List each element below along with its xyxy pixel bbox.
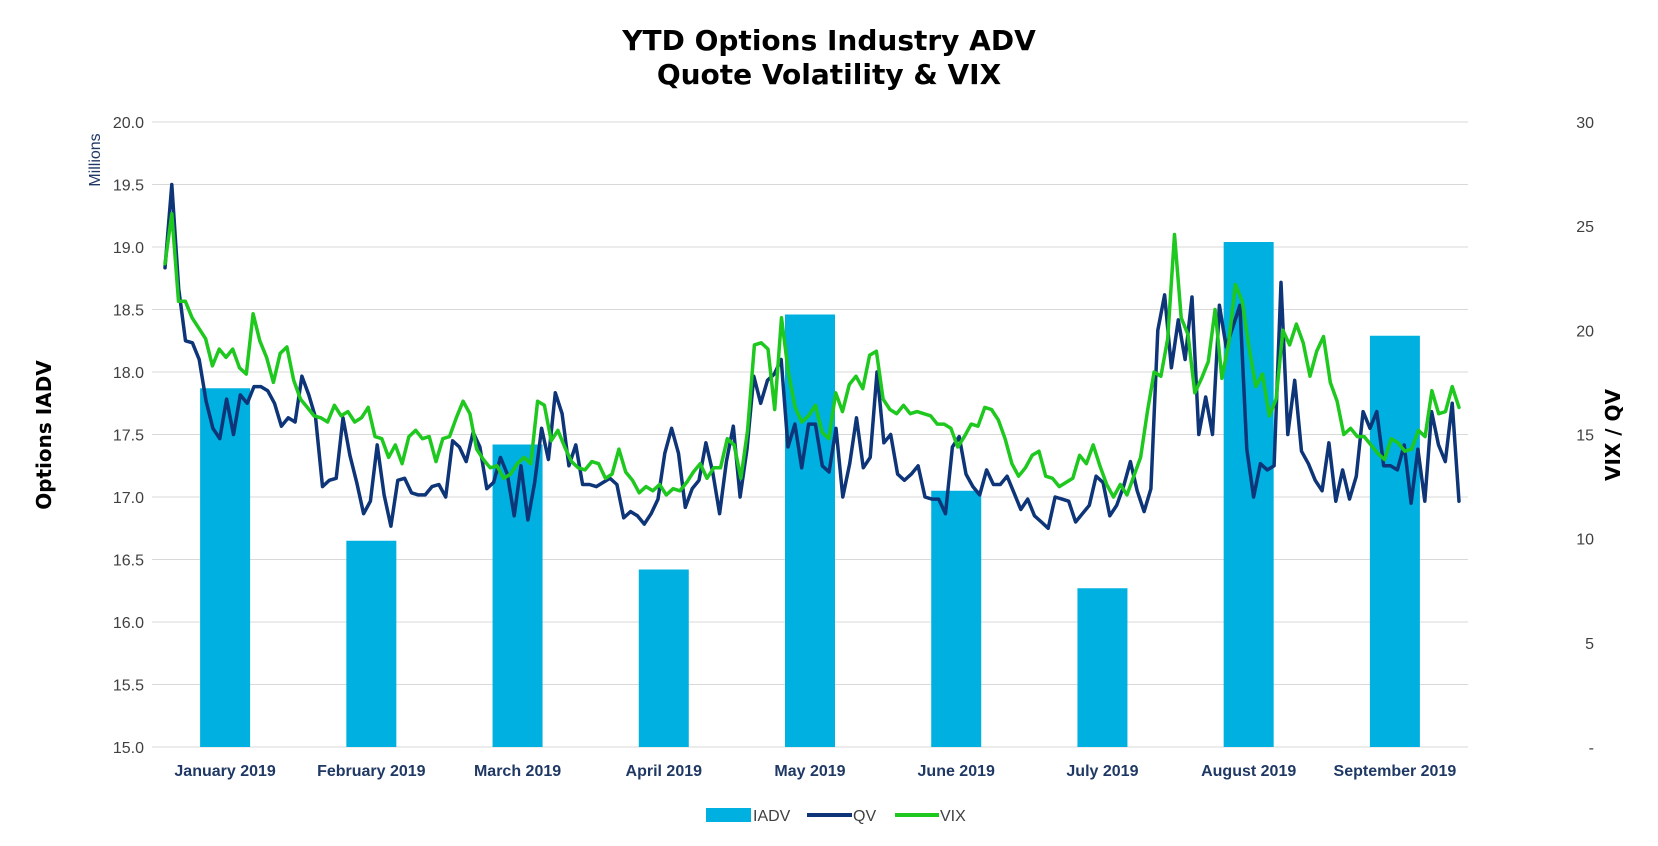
- iadv-bar: [346, 540, 397, 747]
- iadv-bar: [200, 388, 251, 747]
- left-tick-label: 20.0: [113, 115, 144, 132]
- legend-label-qv: QV: [853, 808, 876, 825]
- category-labels: January 2019 February 2019 March 2019 April…: [174, 763, 1456, 780]
- series-line-qv: [163, 182, 1461, 531]
- left-axis-units: Millions: [87, 133, 104, 186]
- left-tick-label: 15.0: [113, 740, 144, 757]
- category-label: May 2019: [774, 763, 845, 780]
- chart-title-line-2: Quote Volatility & VIX: [657, 58, 1002, 91]
- category-label: April 2019: [626, 763, 703, 780]
- category-label: January 2019: [174, 763, 276, 780]
- left-axis-ticks: 15.0 15.5 16.0 16.5 17.0 17.5 18.0 18.5 19.0 19.5…: [113, 115, 144, 757]
- left-tick-label: 18.0: [113, 365, 144, 382]
- right-tick-label: 20: [1576, 323, 1594, 340]
- right-tick-label: 30: [1576, 115, 1594, 132]
- category-label: September 2019: [1334, 763, 1457, 780]
- left-tick-label: 19.0: [113, 240, 144, 257]
- chart-title-line-1: YTD Options Industry ADV: [621, 24, 1036, 57]
- series-line-vix: [163, 211, 1461, 499]
- right-tick-label: 15: [1576, 428, 1594, 445]
- left-tick-label: 16.5: [113, 553, 144, 570]
- series-lines: [163, 182, 1461, 531]
- left-axis-title: Options IADV: [32, 360, 56, 510]
- right-axis-ticks: - 5 10 15 20 25 30: [1576, 115, 1594, 757]
- left-tick-label: 16.0: [113, 615, 144, 632]
- category-label: July 2019: [1066, 763, 1138, 780]
- right-axis-title: VIX / QV: [1601, 388, 1625, 481]
- category-label: March 2019: [474, 763, 561, 780]
- right-tick-label: -: [1589, 740, 1594, 757]
- category-label: February 2019: [317, 763, 426, 780]
- legend: IADV QV VIX: [706, 808, 966, 825]
- iadv-bar: [785, 314, 835, 747]
- left-tick-label: 18.5: [113, 303, 144, 320]
- category-label: August 2019: [1201, 763, 1296, 780]
- iadv-bar: [638, 569, 689, 747]
- iadv-bar: [931, 490, 982, 747]
- iadv-bar: [1077, 588, 1128, 747]
- left-tick-label: 19.5: [113, 178, 144, 195]
- legend-swatch-iadv: [706, 808, 751, 822]
- right-tick-label: 10: [1576, 532, 1594, 549]
- iadv-bar: [1369, 335, 1420, 747]
- legend-label-iadv: IADV: [753, 808, 791, 825]
- category-label: June 2019: [918, 763, 995, 780]
- right-tick-label: 25: [1576, 219, 1594, 236]
- right-tick-label: 5: [1585, 636, 1594, 653]
- left-tick-label: 15.5: [113, 678, 144, 695]
- left-tick-label: 17.5: [113, 428, 144, 445]
- left-tick-label: 17.0: [113, 490, 144, 507]
- legend-label-vix: VIX: [940, 808, 966, 825]
- iadv-bars: [200, 242, 1420, 747]
